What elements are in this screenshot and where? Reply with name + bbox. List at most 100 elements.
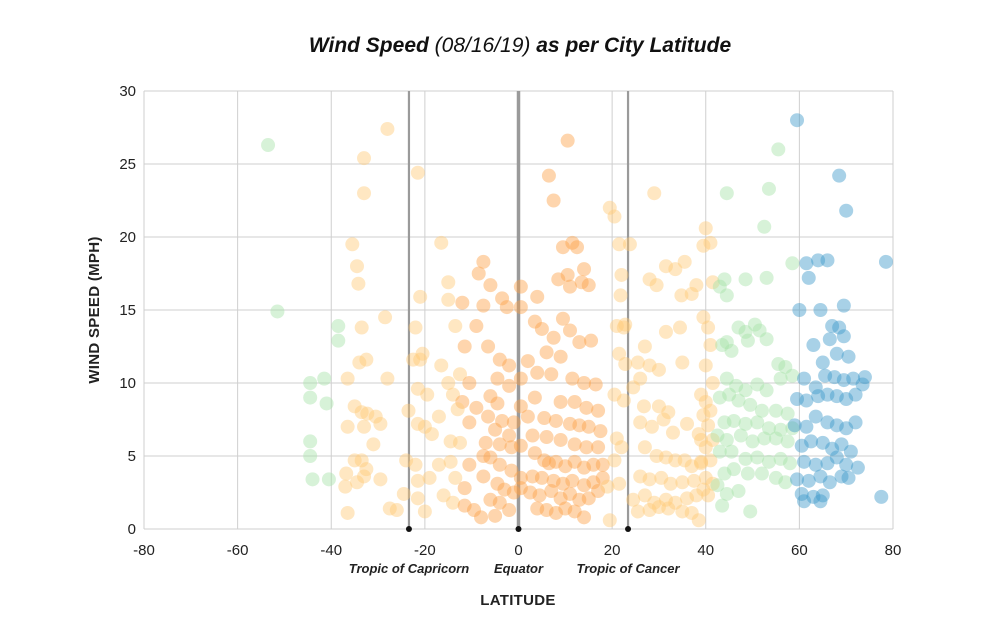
data-point (577, 510, 592, 525)
data-point (462, 376, 477, 390)
data-point (572, 335, 587, 350)
data-point (481, 339, 496, 354)
data-point (674, 288, 689, 303)
data-point (527, 446, 542, 461)
data-point (630, 355, 645, 370)
data-point (577, 376, 592, 390)
data-point (502, 503, 517, 518)
data-point (649, 278, 664, 293)
data-point (836, 329, 851, 344)
data-point (513, 279, 528, 294)
data-point (797, 454, 812, 469)
data-point (354, 320, 369, 335)
data-point (396, 486, 411, 501)
data-point (448, 319, 463, 334)
data-point (539, 430, 554, 445)
data-point (560, 133, 575, 148)
data-point (616, 393, 631, 408)
data-point (527, 390, 542, 405)
data-point (340, 419, 355, 434)
data-point (841, 349, 856, 364)
data-point (715, 498, 730, 513)
data-point (380, 121, 395, 136)
data-point (339, 466, 354, 481)
data-point (443, 454, 458, 469)
data-point (839, 203, 854, 218)
data-point (642, 503, 657, 518)
data-point (303, 449, 318, 463)
reference-lines: Tropic of Capricorn Equator Tropic of Canc… (349, 91, 681, 576)
data-point (668, 453, 683, 468)
data-point (768, 403, 783, 418)
data-point (614, 267, 629, 282)
data-point (492, 457, 507, 472)
x-tick-label: 80 (885, 542, 902, 559)
data-point (677, 453, 692, 468)
data-point (357, 186, 372, 201)
data-point (410, 491, 425, 506)
data-point (675, 355, 690, 370)
x-axis-title: LATITUDE (480, 592, 555, 609)
data-point (490, 476, 505, 491)
y-tick-label: 25 (119, 156, 136, 173)
data-point (752, 323, 767, 338)
data-point (771, 142, 786, 157)
data-point (331, 319, 346, 334)
data-point (368, 409, 383, 424)
data-point (553, 491, 568, 506)
data-point (724, 444, 739, 459)
data-point (586, 457, 601, 472)
data-point (600, 479, 615, 494)
data-point (347, 399, 362, 414)
data-point (815, 355, 830, 370)
data-point (668, 495, 683, 510)
data-point (829, 450, 844, 465)
data-point (680, 416, 695, 431)
data-point (495, 413, 510, 428)
data-point (712, 390, 727, 405)
data-point (490, 371, 505, 386)
data-point (743, 397, 758, 412)
data-point (562, 279, 577, 294)
data-point (546, 193, 561, 208)
data-point (818, 368, 833, 383)
data-point (607, 209, 622, 224)
data-point (455, 295, 470, 310)
data-point (825, 319, 840, 334)
data-point (701, 418, 716, 433)
data-point (836, 298, 851, 313)
data-point (525, 469, 540, 484)
data-point (338, 479, 353, 494)
data-point (558, 501, 573, 516)
data-point (417, 419, 432, 434)
data-point (799, 393, 814, 408)
data-point (801, 270, 816, 285)
data-point (790, 392, 805, 407)
chart-title-date: (08/16/19) (434, 34, 531, 57)
data-point (687, 473, 702, 488)
data-point (820, 387, 835, 402)
data-point (415, 346, 430, 361)
data-point (469, 400, 484, 415)
data-point (738, 383, 753, 398)
y-tick-label: 20 (119, 229, 136, 246)
y-tick-label: 10 (119, 375, 136, 392)
data-point (768, 431, 783, 446)
data-point (698, 358, 713, 373)
data-point (689, 278, 704, 293)
data-point (841, 470, 856, 485)
data-point (502, 378, 517, 393)
data-point (698, 440, 713, 455)
data-point (504, 440, 519, 455)
data-point (357, 419, 372, 434)
data-point (813, 469, 828, 484)
data-point (612, 346, 627, 361)
data-point (689, 488, 704, 503)
data-point (719, 288, 734, 303)
data-point (574, 275, 589, 290)
data-point (834, 437, 849, 452)
data-point (537, 453, 552, 468)
data-point (506, 485, 521, 500)
data-point (321, 472, 336, 487)
